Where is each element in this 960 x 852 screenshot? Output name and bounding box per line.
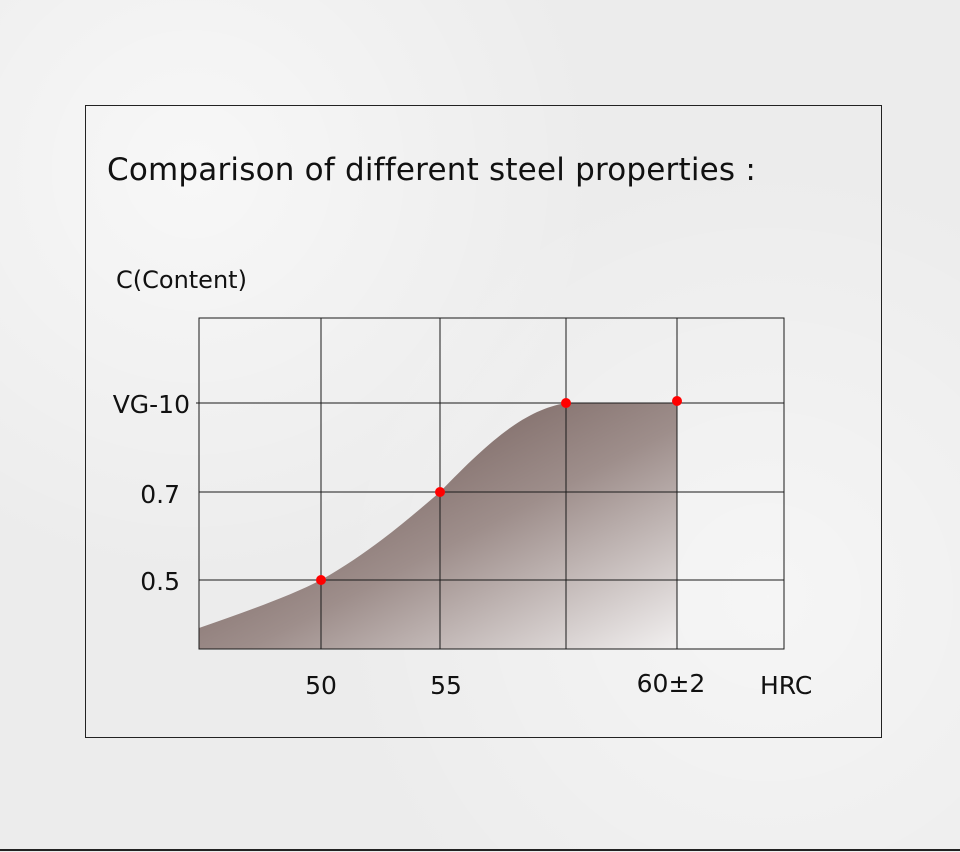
data-point: [435, 487, 445, 497]
y-tick-label: VG-10: [113, 390, 190, 419]
area-layer: [199, 403, 677, 649]
y-tick-label: 0.5: [140, 567, 180, 596]
grid-layer: [196, 317, 785, 650]
x-tick-label: 60±2: [637, 669, 706, 698]
bottom-rule: [0, 849, 960, 851]
data-point: [316, 575, 326, 585]
y-tick-label: 0.7: [140, 480, 180, 509]
x-tick-label: 50: [305, 671, 337, 700]
x-axis-label: HRC: [760, 671, 812, 700]
data-point: [561, 398, 571, 408]
y-axis-label: C(Content): [116, 266, 247, 294]
x-tick-label: 55: [430, 671, 462, 700]
data-point: [672, 396, 682, 406]
marker-layer: [316, 396, 682, 585]
label-layer: C(Content) HRC 0.5 0.7 VG-10 50 55 60±2: [113, 266, 813, 700]
area-fill: [199, 403, 677, 649]
plot-border: [198, 317, 785, 650]
chart-frame: [85, 105, 882, 738]
chart-title: Comparison of different steel properties…: [107, 152, 756, 188]
